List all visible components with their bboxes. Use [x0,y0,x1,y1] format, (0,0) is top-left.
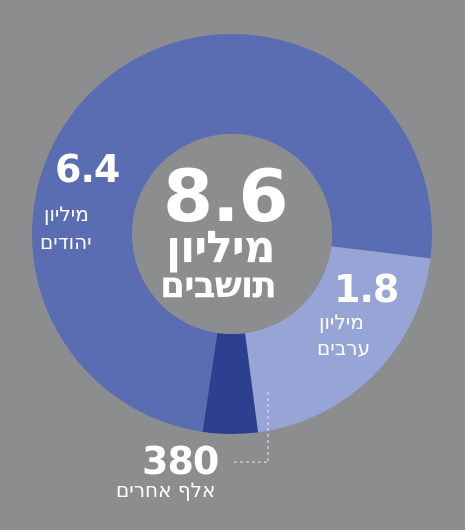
center-total-label-line2: תושבים [160,265,277,306]
jews-text-line1: מיליון [44,202,89,226]
center-total-label-line1: מיליון [166,222,276,273]
center-total-number: 8.6 [163,154,289,238]
slice-jews [32,34,433,432]
arabs-text-line1: מיליון [319,310,364,334]
slice-arabs [245,246,431,433]
arabs-value-label: 1.8 [334,267,399,311]
slice-others [202,332,259,434]
jews-text-line2: יהודים [40,230,92,254]
jews-value-label: 6.4 [55,147,120,191]
arabs-text-line2: ערבים [317,336,371,360]
others-text-label: אלף אחרים [116,478,216,502]
donut-slices [32,34,433,434]
center-circle [132,134,332,334]
others-value-label: 380 [142,439,219,483]
